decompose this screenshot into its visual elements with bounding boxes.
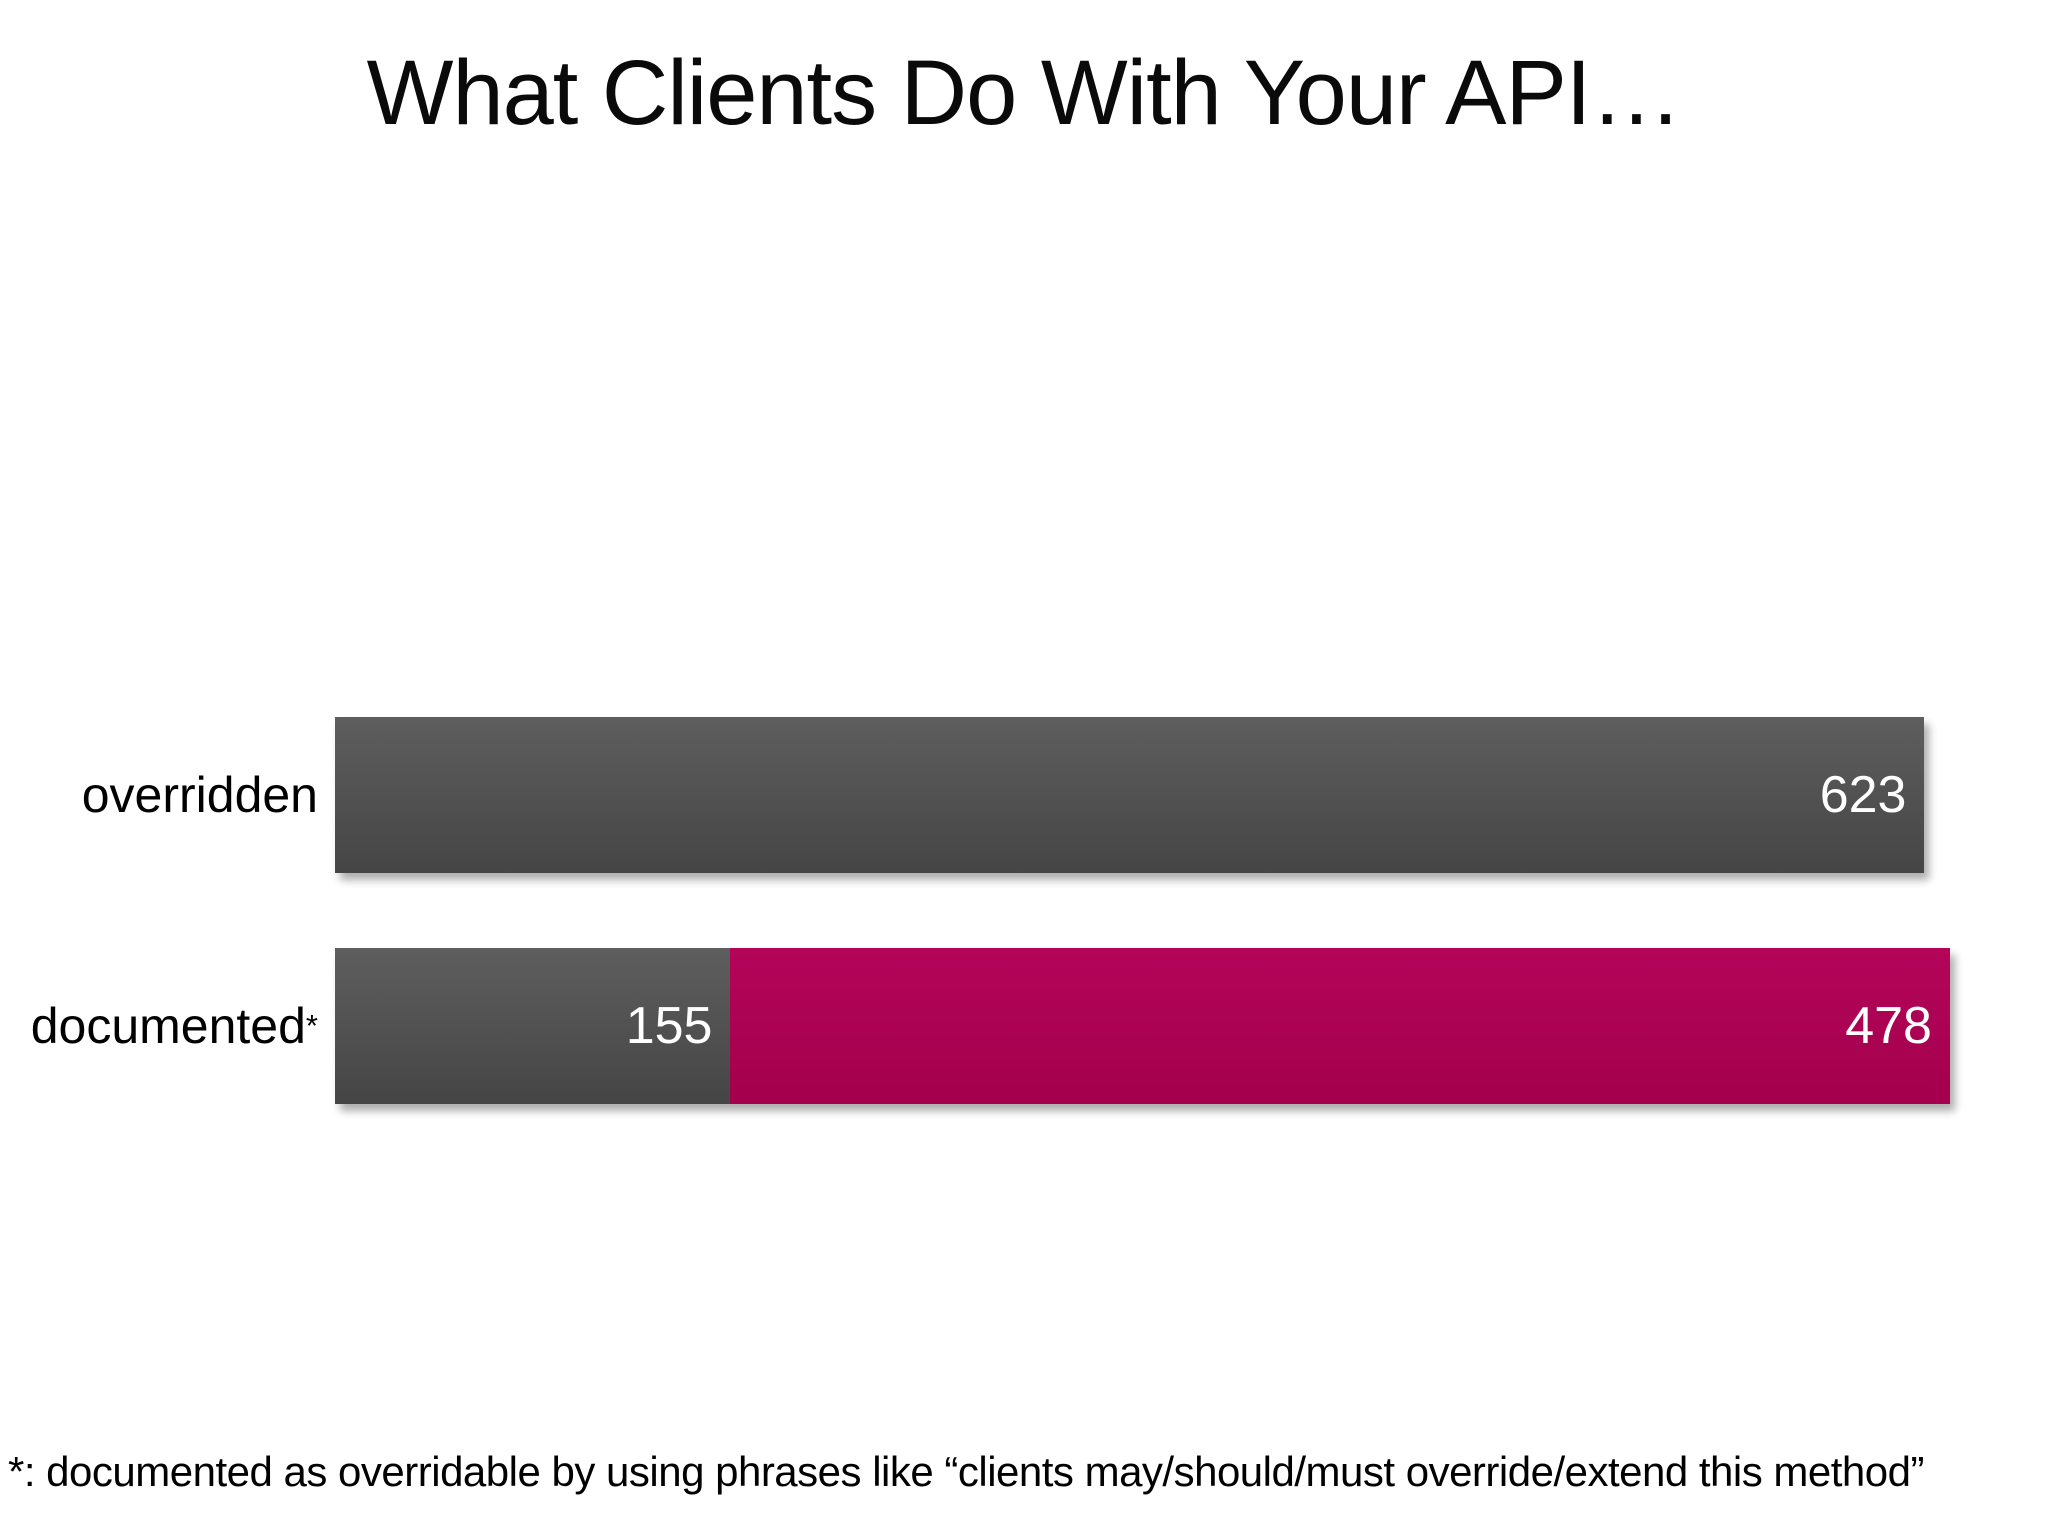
bar-segment-magenta: 478 xyxy=(730,948,1950,1104)
bar-value-label: 155 xyxy=(625,997,713,1055)
slide-title: What Clients Do With Your API… xyxy=(366,42,1683,144)
footnote: *: documented as overridable by using ph… xyxy=(8,1448,1925,1495)
bar-segment-dark_gray: 155 xyxy=(335,948,731,1104)
bar-area: 623 xyxy=(335,717,1950,873)
bar-value-label: 623 xyxy=(1819,766,1907,824)
bar-track: 623 xyxy=(335,717,1925,873)
bar-area: 155 478 xyxy=(335,948,1950,1104)
bar-row: overridden 623 xyxy=(0,717,2048,873)
category-label-text: overridden xyxy=(81,767,318,823)
category-label: documented * xyxy=(30,998,318,1054)
bar-segment-dark_gray: 623 xyxy=(335,717,1925,873)
bar-track: 155 478 xyxy=(335,948,1950,1104)
category-label: overridden xyxy=(0,717,318,873)
bar-value-label: 478 xyxy=(1845,997,1932,1055)
category-label-text: documented xyxy=(30,998,306,1054)
bar-row: documented * 155 478 xyxy=(0,948,2048,1104)
bar-chart: overridden 623 documented * 155 478 xyxy=(0,717,2048,1104)
